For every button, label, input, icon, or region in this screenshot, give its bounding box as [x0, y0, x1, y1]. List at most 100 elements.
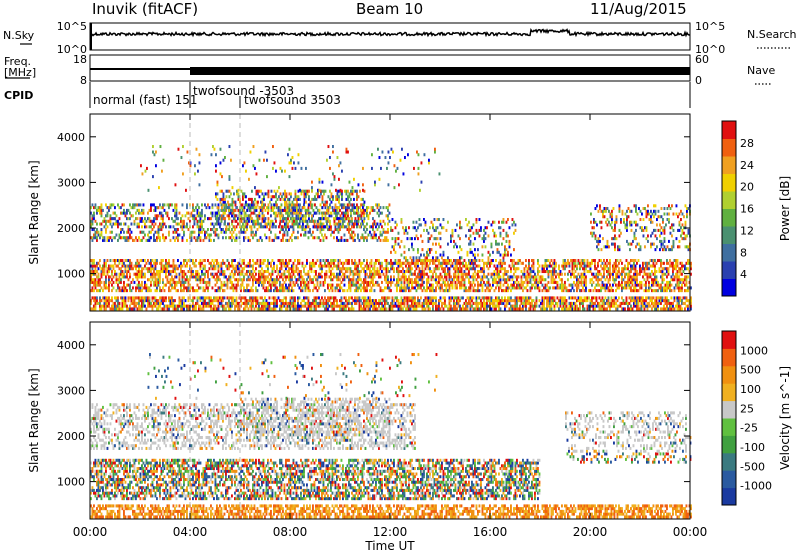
heatmap-cell [93, 283, 95, 287]
heatmap-cell [391, 267, 394, 271]
heatmap-cell [159, 289, 161, 293]
heatmap-cell [276, 299, 278, 303]
heatmap-cell [310, 304, 313, 308]
heatmap-cell [348, 261, 350, 265]
heatmap-cell [300, 272, 302, 276]
heatmap-cell [144, 304, 146, 308]
heatmap-cell [226, 286, 229, 290]
heatmap-cell [678, 307, 680, 311]
heatmap-cell [357, 267, 359, 271]
heatmap-cell [459, 270, 461, 274]
heatmap-cell [120, 259, 122, 263]
heatmap-cell [435, 296, 437, 300]
heatmap-cell [415, 280, 418, 284]
heatmap-cell [265, 289, 268, 293]
heatmap-cell [108, 301, 110, 305]
heatmap-cell [120, 307, 122, 311]
heatmap-cell [93, 289, 95, 293]
heatmap-cell [313, 301, 316, 305]
heatmap-cell [462, 264, 464, 268]
heatmap-cell [112, 203, 115, 207]
heatmap-cell [273, 238, 275, 242]
heatmap-cell [457, 267, 460, 271]
heatmap-cell [160, 228, 163, 232]
heatmap-cell [291, 301, 293, 305]
heatmap-cell [276, 206, 278, 210]
heatmap-cell [478, 259, 481, 263]
heatmap-cell [310, 267, 313, 271]
heatmap-cell [424, 289, 427, 293]
heatmap-cell [307, 236, 310, 240]
heatmap-cell [237, 301, 239, 305]
heatmap-cell [387, 283, 389, 287]
heatmap-cell [609, 307, 611, 311]
heatmap-cell [292, 304, 295, 308]
heatmap-cell [589, 289, 592, 293]
heatmap-cell [181, 301, 184, 305]
heatmap-cell [528, 296, 530, 300]
heatmap-cell [97, 275, 100, 279]
heatmap-cell [487, 296, 490, 300]
heatmap-cell [534, 304, 536, 308]
heatmap-cell [307, 296, 310, 300]
heatmap-cell [169, 264, 172, 268]
heatmap-cell [393, 270, 395, 274]
heatmap-cell [327, 307, 329, 311]
heatmap-cell [243, 278, 245, 282]
heatmap-cell [312, 261, 314, 265]
heatmap-cell [583, 272, 586, 276]
heatmap-cell [441, 283, 443, 287]
heatmap-cell [147, 301, 149, 305]
heatmap-cell [168, 307, 170, 311]
heatmap-cell [94, 301, 97, 305]
heatmap-cell [516, 307, 518, 311]
heatmap-cell [274, 304, 277, 308]
heatmap-cell [216, 278, 218, 282]
heatmap-cell [136, 270, 139, 274]
heatmap-cell [469, 307, 472, 311]
heatmap-cell [577, 259, 580, 263]
heatmap-cell [291, 238, 293, 242]
heatmap-cell [117, 264, 119, 268]
heatmap-cell [232, 264, 235, 268]
heatmap-cell [268, 280, 271, 284]
heatmap-cell [408, 283, 410, 287]
heatmap-cell [192, 261, 194, 265]
heatmap-cell [591, 278, 593, 282]
heatmap-cell [348, 267, 350, 271]
heatmap-cell [288, 261, 290, 265]
heatmap-cell [367, 301, 370, 305]
heatmap-cell [444, 267, 446, 271]
heatmap-cell [205, 280, 208, 284]
heatmap-cell [274, 286, 277, 290]
heatmap-cell [235, 225, 238, 229]
heatmap-cell [196, 208, 199, 212]
heatmap-cell [417, 283, 419, 287]
heatmap-cell [333, 275, 335, 279]
heatmap-cell [247, 283, 250, 287]
heatmap-cell [322, 280, 325, 284]
heatmap-cell [601, 296, 604, 300]
heatmap-cell [403, 283, 406, 287]
heatmap-cell [306, 307, 308, 311]
heatmap-cell [543, 307, 545, 311]
heatmap-cell [397, 264, 400, 268]
heatmap-cell [319, 259, 322, 263]
heatmap-cell [667, 299, 670, 303]
heatmap-cell [454, 267, 457, 271]
heatmap-cell [685, 283, 688, 287]
heatmap-cell [259, 275, 262, 279]
heatmap-cell [570, 289, 572, 293]
heatmap-cell [352, 278, 355, 282]
heatmap-cell [364, 270, 367, 274]
heatmap-cell [285, 264, 287, 268]
heatmap-cell [285, 278, 287, 282]
heatmap-cell [250, 228, 253, 232]
heatmap-cell [409, 278, 412, 282]
heatmap-cell [309, 307, 311, 311]
heatmap-cell [181, 270, 184, 274]
heatmap-cell [246, 214, 248, 218]
heatmap-cell [120, 278, 122, 282]
heatmap-cell [172, 225, 175, 229]
heatmap-cell [256, 301, 259, 305]
